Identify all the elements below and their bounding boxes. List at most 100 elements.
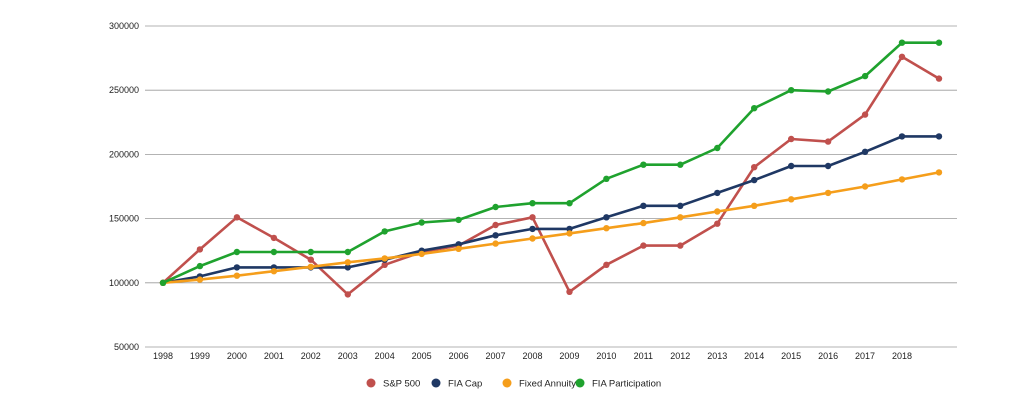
data-point [418,219,425,226]
data-point [492,221,499,229]
legend-item-fia-participation: FIA Participation [575,378,661,390]
data-point [935,75,943,82]
data-point [861,148,869,155]
x-tick-label: 2007 [486,351,506,361]
data-point [196,262,204,270]
y-tick-label: 100000 [109,278,139,288]
data-point [381,228,388,235]
data-point [492,203,499,211]
legend-marker [366,378,376,388]
data-point [751,176,758,184]
data-point [898,133,906,140]
series-line-fixed-annuity [161,171,941,285]
data-point [640,161,647,168]
data-point [751,105,758,112]
data-point [233,248,241,256]
series-fia-cap [159,133,943,286]
x-axis-ticks: 1998 1999 2000 2001 2002 2003 2004 2005 2006 2007… [153,351,912,361]
data-point [603,261,610,268]
data-point [566,288,573,295]
data-point [861,111,869,118]
gridlines [145,25,957,348]
data-point [898,53,906,60]
data-point [677,202,684,209]
data-point [788,87,795,94]
legend: S&P 500 FIA Cap Fixed Annuity FIA Participa… [366,378,661,390]
data-point [455,245,462,252]
x-tick-label: 2009 [559,351,579,361]
legend-marker [502,378,512,388]
data-point [529,214,536,221]
data-point [861,183,869,190]
x-tick-label: 2005 [412,351,432,361]
legend-label: Fixed Annuity [519,379,576,390]
data-point [455,241,462,248]
data-point [935,133,943,140]
data-point [307,256,314,263]
legend-label: FIA Cap [448,379,482,390]
x-tick-label: 1999 [190,351,210,361]
x-tick-label: 2010 [596,351,616,361]
x-tick-label: 2011 [634,351,653,361]
x-tick-label: 2000 [227,351,247,361]
data-point [344,259,351,266]
x-tick-label: 2003 [338,351,358,361]
x-tick-label: 2006 [449,351,469,361]
x-tick-label: 1998 [153,351,173,361]
legend-marker [431,378,441,388]
x-tick-label: 2004 [375,351,395,361]
data-point [566,225,573,233]
data-point [714,208,721,215]
data-point [529,235,536,242]
data-point [233,264,241,271]
y-tick-label: 150000 [109,214,139,224]
data-point [640,219,647,227]
x-tick-label: 2012 [670,351,690,361]
data-point [751,202,758,209]
y-tick-label: 250000 [109,85,139,95]
data-point [788,135,795,143]
y-tick-label: 300000 [109,21,139,31]
data-point [640,242,647,249]
data-point [196,276,204,283]
legend-marker [575,378,585,388]
data-point [233,214,241,221]
data-point [788,196,795,203]
data-point [233,272,241,279]
data-point [677,242,684,249]
data-point [196,246,204,253]
data-point [898,176,906,183]
data-point [344,291,351,298]
data-point [603,214,610,221]
data-point [603,175,610,182]
data-point [935,39,943,46]
data-point [566,230,573,237]
data-point [344,248,351,256]
data-point [824,88,832,95]
series-line-fia-participation [161,41,941,285]
series-line-s-p-500 [161,55,941,296]
data-point [270,234,278,242]
data-point [344,264,351,271]
x-tick-label: 2013 [707,351,727,361]
y-axis-ticks: 50000 100000 150000 200000 250000 300000 [109,21,139,352]
legend-item-fixed-annuity: Fixed Annuity [502,378,576,390]
data-point [492,232,499,239]
data-point [824,189,832,197]
data-point [751,164,758,171]
data-point [824,138,832,145]
data-point [381,261,388,268]
x-tick-label: 2015 [781,351,801,361]
x-tick-label: 2017 [855,351,875,361]
series-line-fia-cap [161,135,941,285]
x-tick-label: 2008 [522,351,542,361]
series-s-p-500 [159,53,943,298]
data-point [307,248,314,256]
data-point [381,255,388,262]
data-point [270,268,278,275]
data-point [492,240,499,247]
data-point [418,250,425,258]
data-point [640,202,647,209]
